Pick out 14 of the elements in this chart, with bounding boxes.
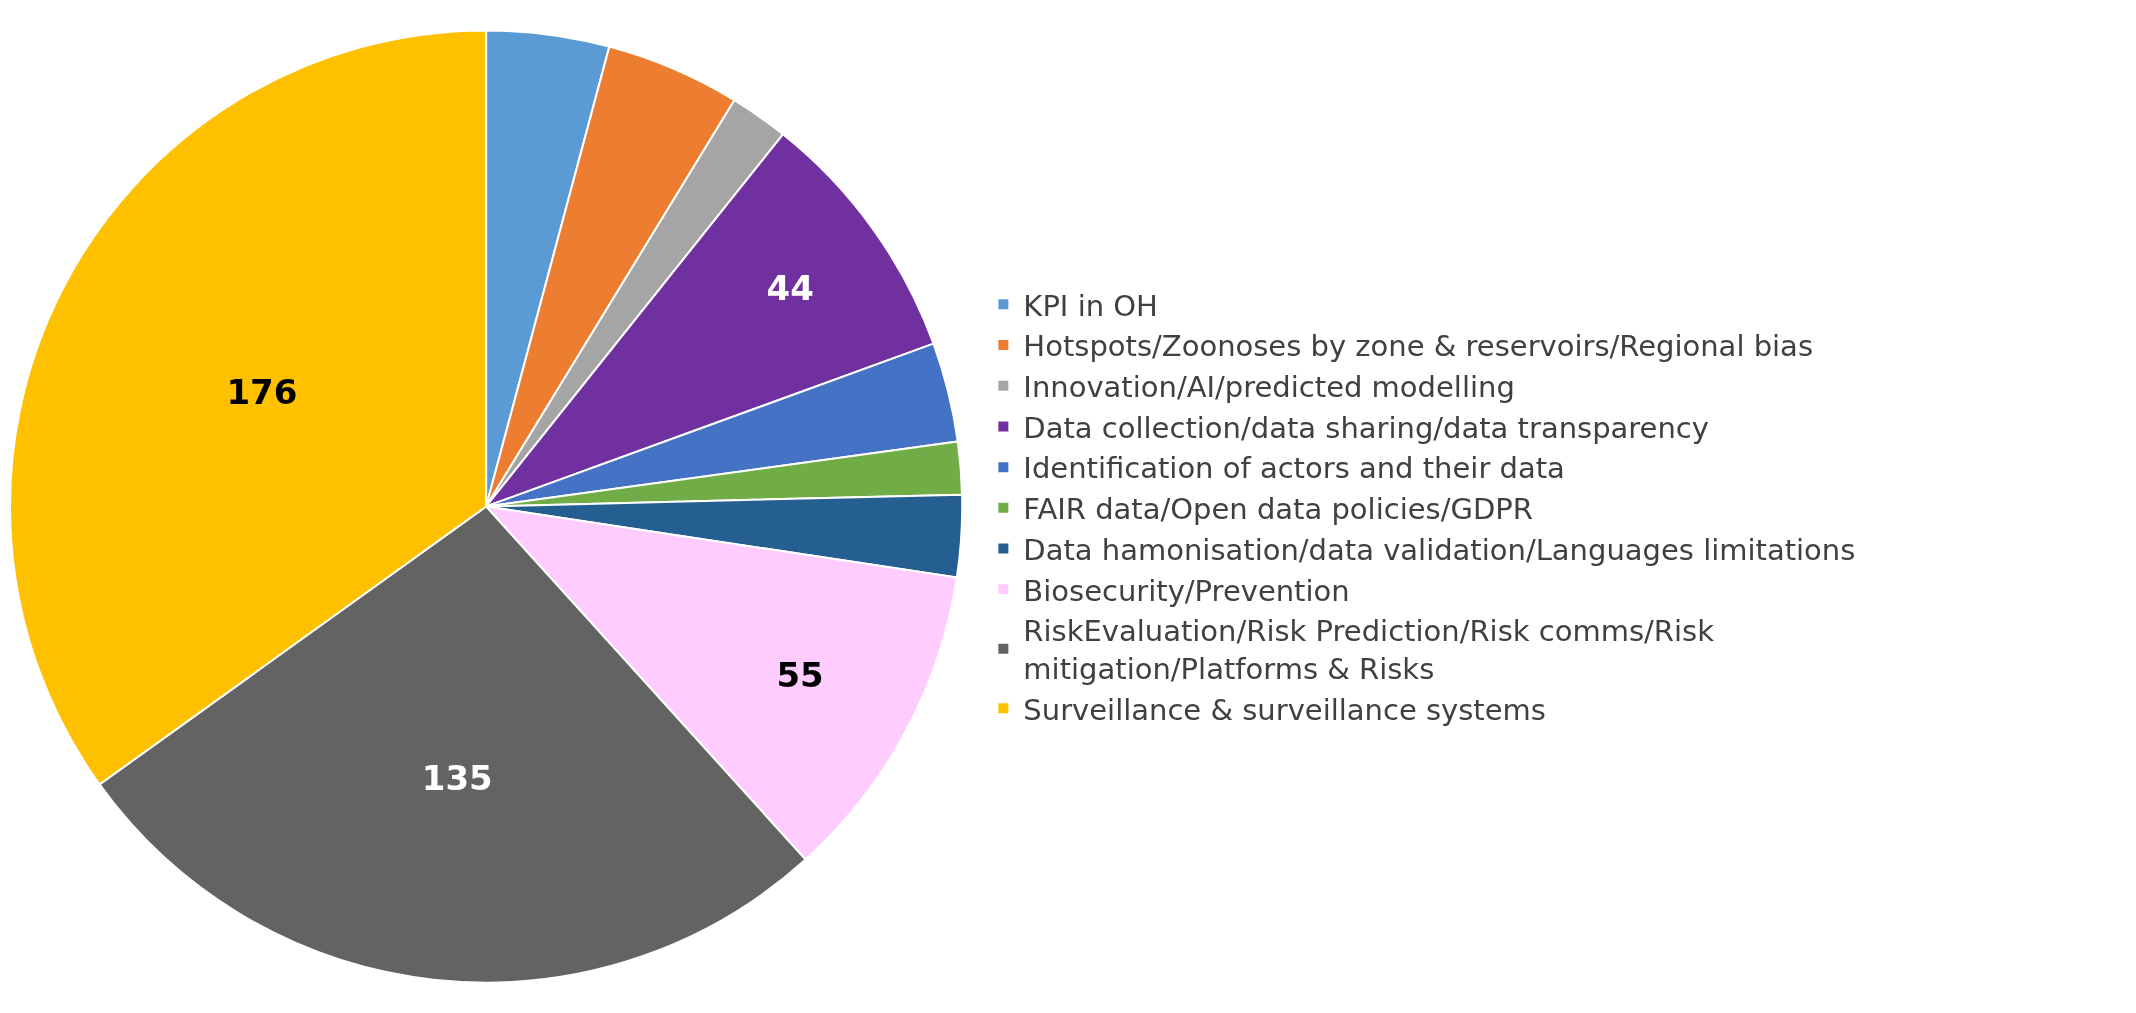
data-label: 44: [766, 267, 814, 308]
legend-label: FAIR data/Open data policies/GDPR: [1023, 492, 1533, 527]
data-label: 135: [421, 757, 493, 798]
legend-label: Data hamonisation/data validation/Languages limitations: [1023, 532, 1856, 567]
legend-label: Identification of actors and their data: [1023, 451, 1565, 486]
data-label: 55: [776, 654, 824, 695]
data-label: 176: [226, 371, 298, 412]
legend-label: RiskEvaluation/Risk Prediction/Risk comms/Risk mitigation/Platforms & Risks: [1023, 614, 1715, 686]
legend-label: KPI in OH: [1023, 288, 1158, 323]
legend-label: Data collection/data sharing/data transparency: [1023, 410, 1709, 445]
legend-label: Innovation/AI/predicted modelling: [1023, 370, 1515, 405]
legend-label: Surveillance & surveillance systems: [1023, 692, 1546, 727]
legend-label: Biosecurity/Prevention: [1023, 573, 1350, 608]
legend-label: Hotspots/Zoonoses by zone & reservoirs/Regional bias: [1023, 329, 1814, 364]
